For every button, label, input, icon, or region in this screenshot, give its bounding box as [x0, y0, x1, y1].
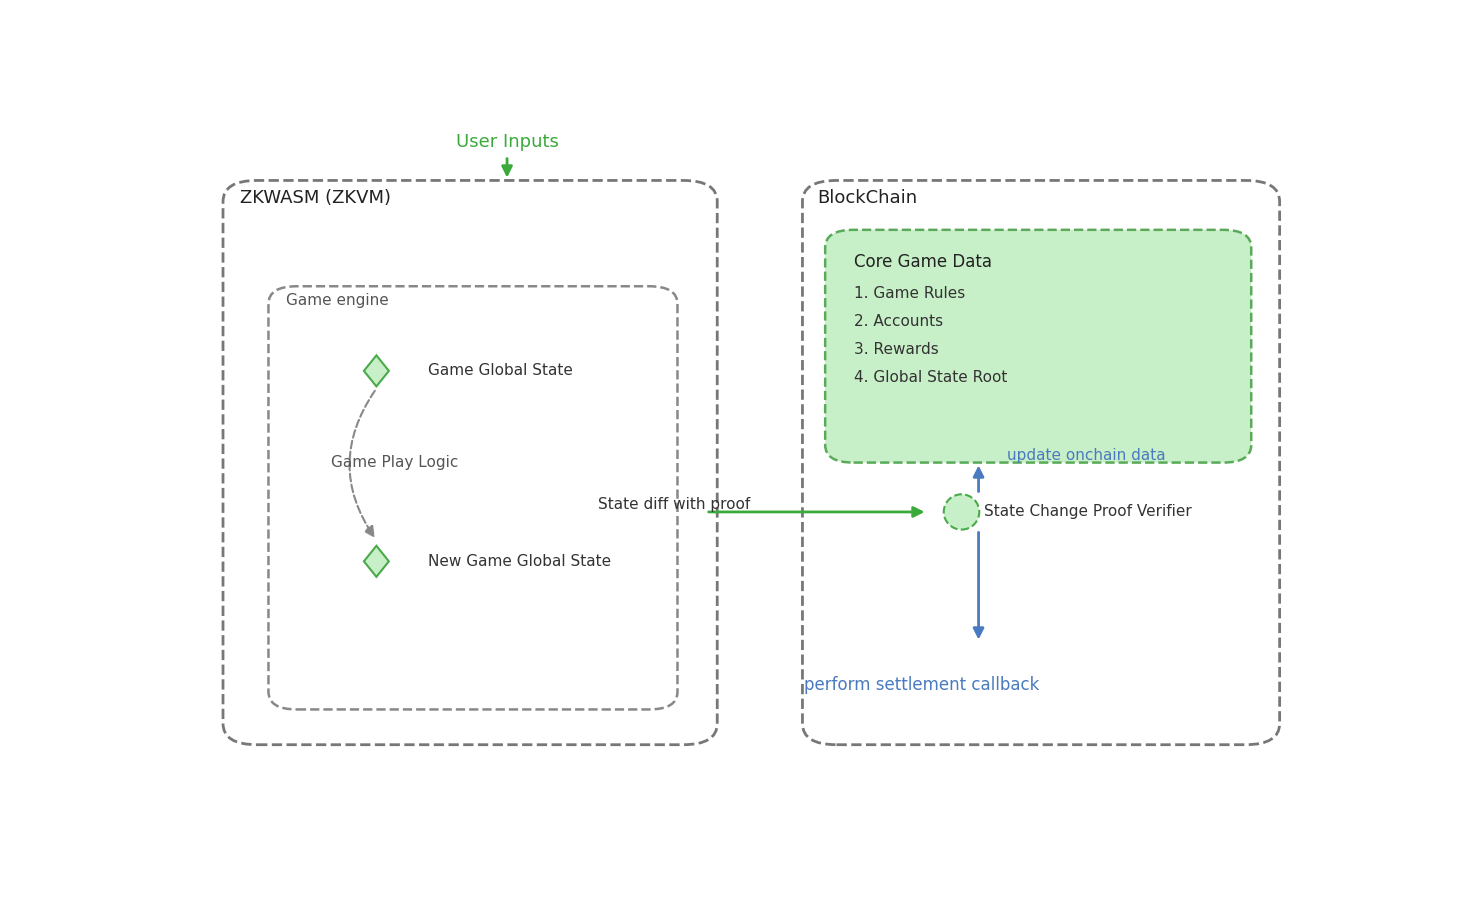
Text: State Change Proof Verifier: State Change Proof Verifier	[984, 505, 1192, 519]
Text: 3. Rewards: 3. Rewards	[853, 343, 938, 357]
Text: New Game Global State: New Game Global State	[428, 554, 611, 569]
Text: State diff with proof: State diff with proof	[598, 497, 751, 512]
Text: 4. Global State Root: 4. Global State Root	[853, 370, 1007, 386]
Text: 2. Accounts: 2. Accounts	[853, 314, 943, 329]
Text: 1. Game Rules: 1. Game Rules	[853, 286, 965, 300]
Text: update onchain data: update onchain data	[1007, 448, 1165, 463]
Ellipse shape	[944, 495, 979, 529]
Text: Game engine: Game engine	[286, 293, 388, 308]
Text: Game Play Logic: Game Play Logic	[331, 455, 459, 470]
Polygon shape	[364, 546, 388, 577]
FancyBboxPatch shape	[825, 230, 1252, 463]
Polygon shape	[364, 355, 388, 387]
Text: perform settlement callback: perform settlement callback	[803, 676, 1039, 693]
Text: Core Game Data: Core Game Data	[853, 253, 991, 270]
Text: Game Global State: Game Global State	[428, 364, 572, 378]
Text: User Inputs: User Inputs	[456, 133, 559, 150]
Text: BlockChain: BlockChain	[817, 189, 918, 207]
Text: ZKWASM (ZKVM): ZKWASM (ZKVM)	[240, 189, 391, 207]
